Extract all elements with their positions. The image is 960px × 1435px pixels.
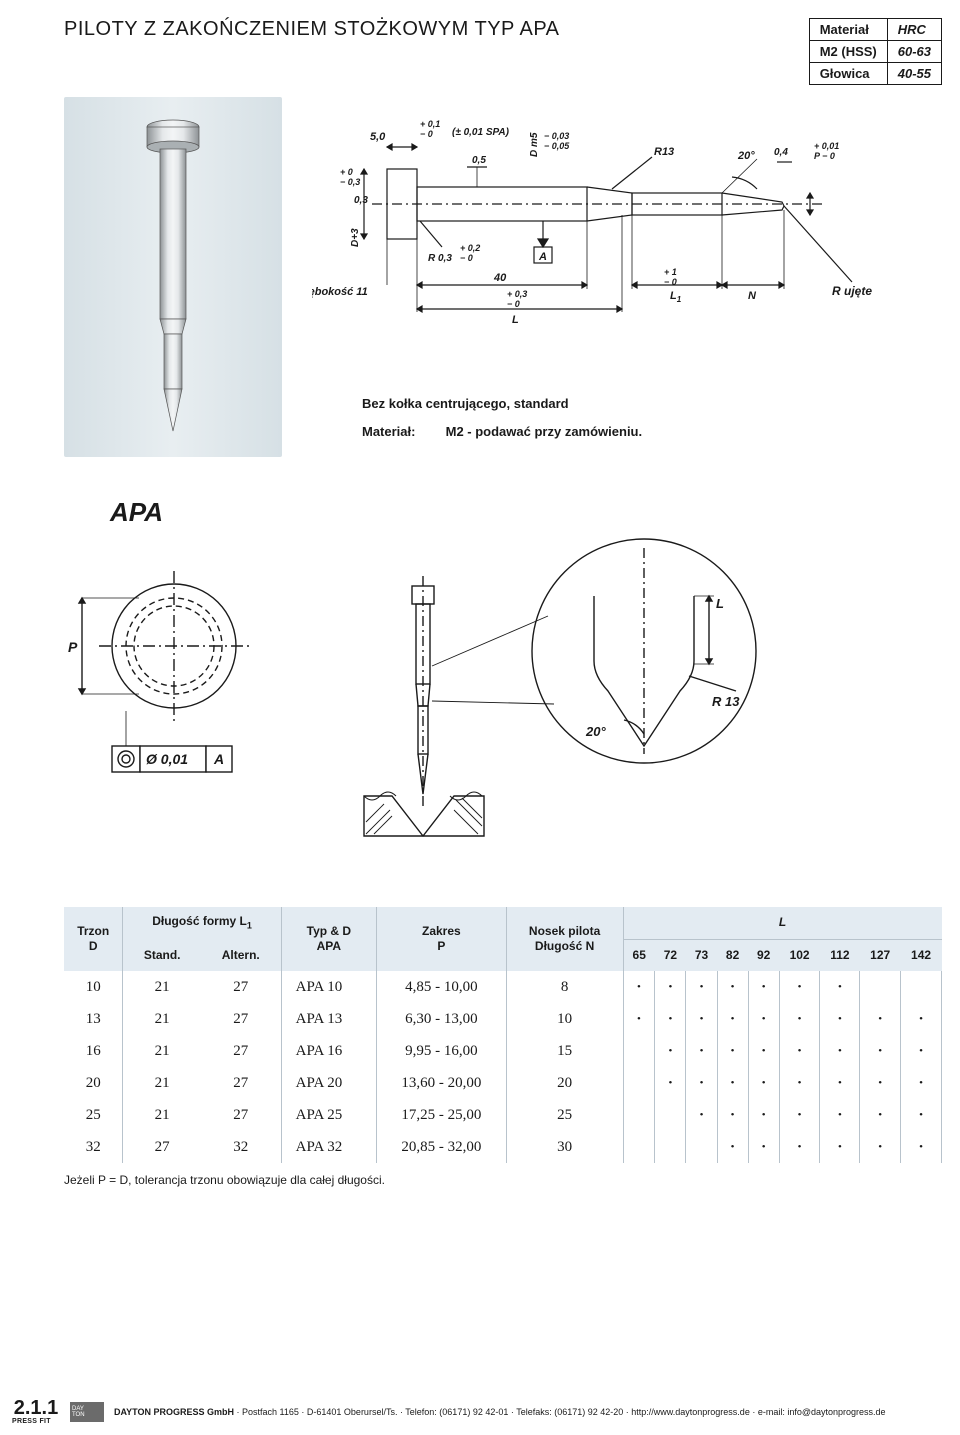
svg-text:0,3: 0,3 [354, 195, 368, 206]
page-number: 2.1.1 [12, 1398, 60, 1418]
material-spec-table: MateriałHRCM2 (HSS)60-63Głowica40-55 [809, 18, 942, 85]
tech-drawing-svg: 5,0 + 0,1− 0 (± 0,01 SPA) 0,5 D m5 − 0,0… [312, 97, 902, 357]
th-l-group: L [623, 907, 941, 939]
svg-text:40: 40 [493, 272, 507, 284]
table-row: 252127APA 2517,25 - 25,0025••••••• [64, 1099, 942, 1131]
th-stand: Stand. [123, 939, 201, 971]
svg-text:(± 0,01 SPA): (± 0,01 SPA) [452, 127, 510, 138]
th-l1: Długość formy L1 [123, 907, 281, 939]
th-lcol: 82 [717, 939, 748, 971]
th-zakres: Zakres P [377, 907, 507, 971]
svg-text:+ 0,2− 0: + 0,2− 0 [460, 243, 480, 263]
svg-text:P: P [68, 639, 78, 655]
svg-text:R 13: R 13 [712, 694, 740, 709]
note-line1: Bez kołka centrującego, standard [362, 390, 642, 419]
mat-cell: M2 (HSS) [809, 41, 887, 63]
table-row: 162127APA 169,95 - 16,0015•••••••• [64, 1035, 942, 1067]
header-row: PILOTY Z ZAKOŃCZENIEM STOŻKOWYM TYP APA … [0, 0, 960, 85]
th-trzon: Trzon D [64, 907, 123, 971]
title-light: PILOTY Z [64, 18, 157, 40]
figure-area: 5,0 + 0,1− 0 (± 0,01 SPA) 0,5 D m5 − 0,0… [0, 97, 960, 457]
page-sub: PRESS FIT [12, 1418, 60, 1425]
data-table-wrap: Trzon D Długość formy L1 Typ & D APA Zak… [0, 907, 960, 1163]
th-lcol: 92 [748, 939, 779, 971]
pilot-render-svg [143, 119, 203, 439]
table-footnote: Jeżeli P = D, tolerancja trzonu obowiązu… [0, 1173, 960, 1187]
svg-text:Ø 0,01: Ø 0,01 [146, 751, 188, 767]
svg-text:0,5: 0,5 [472, 155, 486, 166]
svg-text:− 0,03− 0,05: − 0,03− 0,05 [544, 131, 570, 151]
apa-heading: APA [110, 497, 910, 528]
footer-text: DAYTON PROGRESS GmbH · Postfach 1165 · D… [114, 1407, 948, 1417]
mat-cell: HRC [887, 19, 941, 41]
th-altern: Altern. [201, 939, 281, 971]
page-title: PILOTY Z ZAKOŃCZENIEM STOŻKOWYM TYP APA [64, 18, 809, 41]
th-lcol: 65 [623, 939, 655, 971]
table-row: 322732APA 3220,85 - 32,0030•••••• [64, 1131, 942, 1163]
th-typ: Typ & D APA [281, 907, 376, 971]
svg-text:R 0,3: R 0,3 [428, 253, 452, 264]
svg-text:R ujęte: R ujęte [832, 284, 872, 298]
th-lcol: 72 [655, 939, 686, 971]
svg-text:L1: L1 [670, 290, 682, 304]
th-nosek: Nosek pilota Długość N [506, 907, 623, 971]
svg-text:+ 0,1− 0: + 0,1− 0 [420, 119, 440, 139]
th-lcol: 112 [820, 939, 860, 971]
note-value: M2 - podawać przy zamówieniu. [446, 424, 642, 439]
table-row: 102127APA 104,85 - 10,008••••••• [64, 971, 942, 1003]
svg-text:+ 1− 0: + 1− 0 [664, 267, 677, 287]
apa-diagrams-svg: P Ø 0,01 A [64, 536, 894, 886]
note-line2: Materiał: M2 - podawać przy zamówieniu. [362, 418, 642, 447]
svg-text:5,0: 5,0 [370, 131, 386, 143]
svg-text:A: A [213, 751, 224, 767]
product-photo [64, 97, 282, 457]
title-bold: ZAKOŃCZENIEM STOŻKOWYM TYP APA [163, 18, 560, 40]
svg-text:L: L [716, 596, 724, 611]
table-row: 132127APA 136,30 - 13,0010••••••••• [64, 1003, 942, 1035]
data-table: Trzon D Długość formy L1 Typ & D APA Zak… [64, 907, 942, 1163]
note-label: Materiał: [362, 418, 442, 447]
svg-text:20°: 20° [585, 724, 606, 739]
notes-block: Bez kołka centrującego, standard Materia… [362, 390, 642, 447]
th-lcol: 73 [686, 939, 717, 971]
th-lcol: 127 [860, 939, 901, 971]
mat-cell: Materiał [809, 19, 887, 41]
th-lcol: 102 [779, 939, 820, 971]
svg-text:N: N [748, 290, 757, 302]
page-number-block: 2.1.1 PRESS FIT [12, 1398, 60, 1425]
svg-text:D m5: D m5 [529, 132, 540, 157]
th-lcol: 142 [901, 939, 942, 971]
mat-cell: Głowica [809, 63, 887, 85]
svg-text:+ 0− 0,3: + 0− 0,3 [340, 167, 360, 187]
dayton-logo: DAY TON [70, 1402, 104, 1422]
page-footer: 2.1.1 PRESS FIT DAY TON DAYTON PROGRESS … [0, 1398, 960, 1425]
table-row: 202127APA 2013,60 - 20,0020•••••••• [64, 1067, 942, 1099]
technical-drawing: 5,0 + 0,1− 0 (± 0,01 SPA) 0,5 D m5 − 0,0… [312, 97, 910, 457]
svg-text:R13: R13 [654, 146, 674, 158]
mat-cell: 60-63 [887, 41, 941, 63]
svg-text:A: A [538, 251, 547, 263]
svg-text:+ 0,01P − 0: + 0,01P − 0 [814, 141, 839, 161]
svg-text:L: L [512, 314, 519, 326]
svg-text:+ 0,3− 0: + 0,3− 0 [507, 289, 527, 309]
svg-text:D+3: D+3 [350, 228, 361, 247]
svg-text:0,4: 0,4 [774, 147, 788, 158]
apa-section: APA P Ø 0,01 A [0, 497, 960, 887]
svg-text:20°: 20° [737, 150, 755, 162]
svg-text:Głębokość 11: Głębokość 11 [312, 286, 368, 298]
mat-cell: 40-55 [887, 63, 941, 85]
